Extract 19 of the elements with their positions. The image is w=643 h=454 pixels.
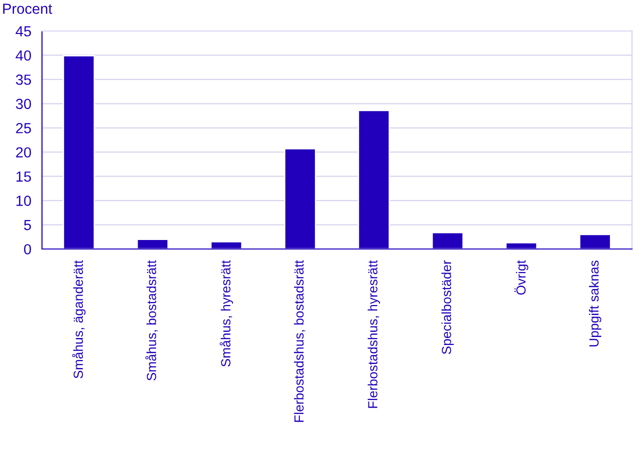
y-tick-label: 45 <box>16 26 31 36</box>
y-tick-label: 25 <box>16 122 31 134</box>
y-tick-label: 20 <box>16 147 32 158</box>
y-axis-title: Procent <box>3 4 52 14</box>
x-tick-label: Uppgift saknas <box>588 260 602 346</box>
x-tick-label: Småhus, äganderätt <box>72 260 86 378</box>
y-tick-label: 0 <box>24 244 32 254</box>
x-tick-label: Specialbostäder <box>441 260 454 354</box>
y-tick-label: 10 <box>16 196 32 206</box>
x-tick-label: Småhus, bostadsrätt <box>145 260 158 381</box>
x-tick-label: Övrigt <box>514 260 528 295</box>
y-tick-label: 15 <box>16 172 31 182</box>
x-tick-label: Flerbostadshus, hyresrätt <box>368 260 380 408</box>
x-tick-label: Småhus, hyresrätt <box>220 260 234 367</box>
y-tick-label: 5 <box>24 220 31 230</box>
y-tick-label: 30 <box>16 98 32 110</box>
y-tick-label: 40 <box>16 50 32 61</box>
x-tick-label: Flerbostadshus, bostadsrätt <box>294 260 306 422</box>
y-tick-label: 35 <box>16 74 31 85</box>
